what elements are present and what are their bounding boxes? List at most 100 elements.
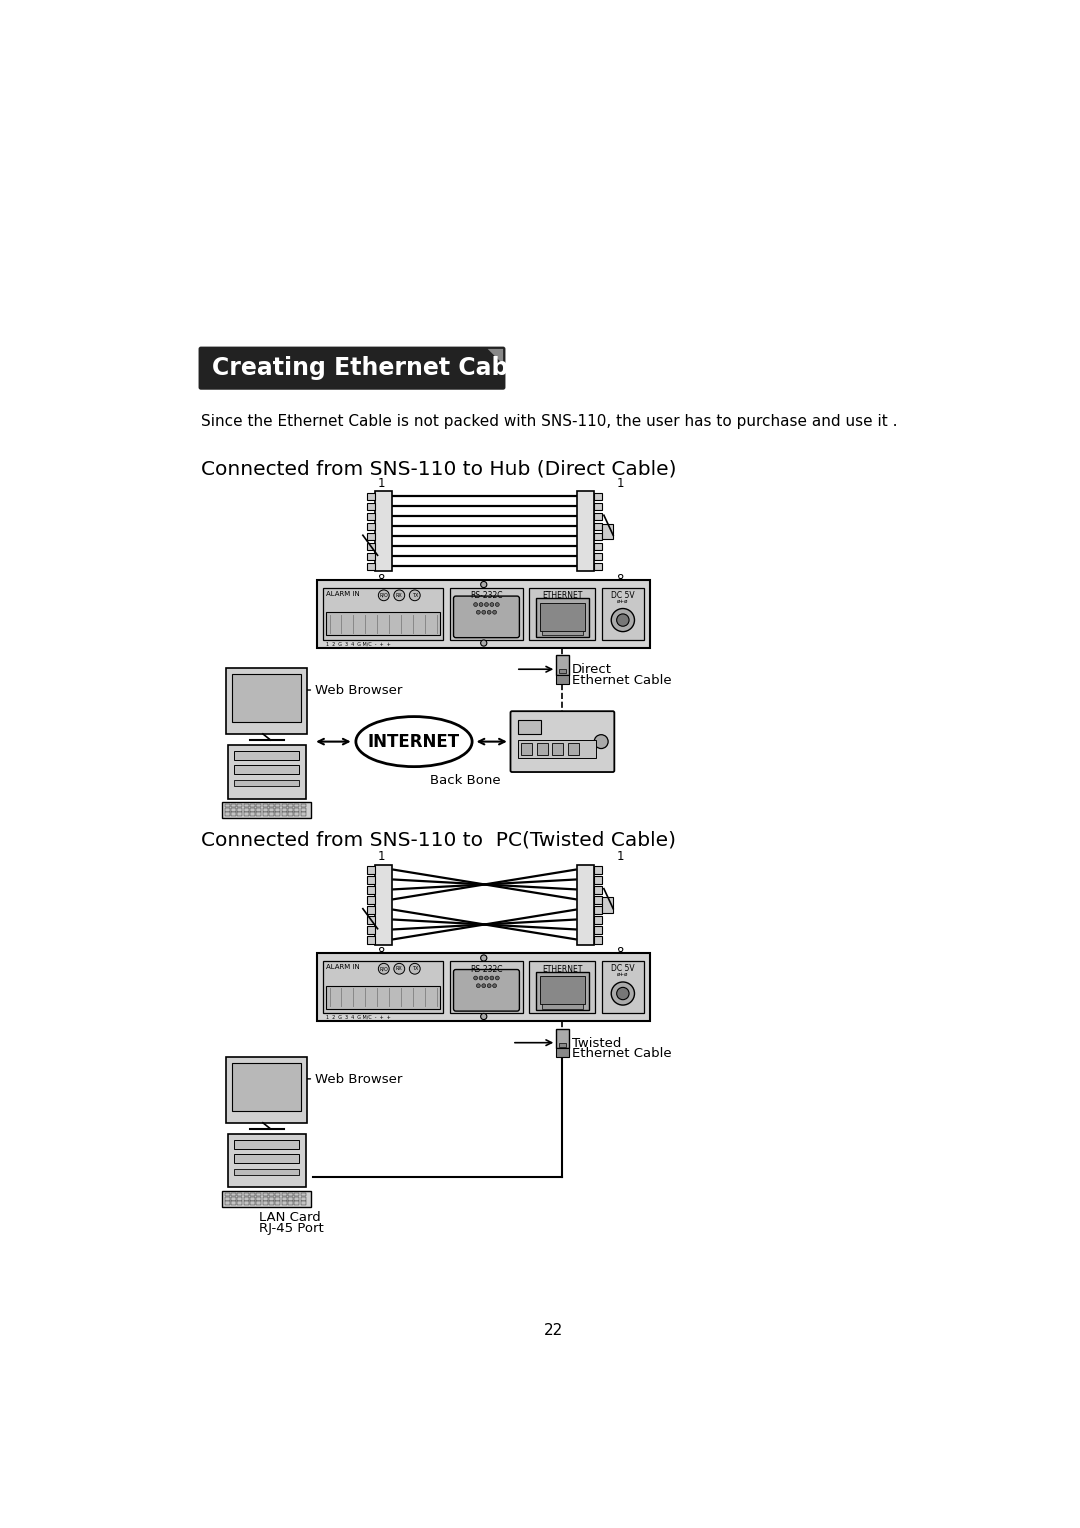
Bar — [269, 804, 274, 807]
Bar — [231, 813, 235, 816]
Bar — [262, 1196, 268, 1201]
Text: HUB: HUB — [580, 712, 609, 726]
Bar — [244, 804, 248, 807]
FancyBboxPatch shape — [454, 970, 519, 1012]
Bar — [300, 808, 306, 811]
Bar — [275, 804, 281, 807]
Text: Web Browser: Web Browser — [314, 685, 402, 697]
Text: Direct: Direct — [571, 663, 611, 675]
Bar — [295, 1196, 299, 1201]
Text: LAN Card: LAN Card — [259, 1210, 321, 1224]
Bar — [288, 804, 293, 807]
Bar — [262, 804, 268, 807]
Circle shape — [476, 984, 481, 987]
Circle shape — [482, 610, 486, 614]
FancyBboxPatch shape — [454, 596, 519, 637]
Bar — [225, 1201, 230, 1204]
Circle shape — [485, 602, 488, 607]
Bar — [577, 865, 594, 944]
Bar — [269, 1196, 274, 1201]
Bar — [603, 524, 613, 539]
Text: 1: 1 — [378, 477, 386, 490]
Text: TX: TX — [411, 593, 418, 597]
Text: DC 5V: DC 5V — [611, 964, 635, 973]
Bar — [262, 808, 268, 811]
Bar — [300, 1193, 306, 1196]
Bar — [288, 813, 293, 816]
Text: Back Bone: Back Bone — [430, 775, 500, 787]
Bar — [228, 744, 306, 799]
Bar — [602, 961, 644, 1013]
Bar — [518, 740, 596, 758]
Bar — [234, 764, 299, 775]
Text: INTERNET: INTERNET — [368, 732, 460, 750]
Bar — [249, 808, 255, 811]
Bar — [300, 804, 306, 807]
Bar — [244, 1196, 248, 1201]
Bar — [249, 813, 255, 816]
Bar — [603, 897, 613, 912]
Bar — [529, 961, 595, 1013]
Bar — [244, 1201, 248, 1204]
Bar — [238, 1201, 242, 1204]
Circle shape — [611, 608, 634, 631]
Text: DC 5V: DC 5V — [611, 591, 635, 599]
Bar — [234, 1154, 299, 1163]
Bar — [537, 743, 548, 755]
Text: Connected from SNS-110 to  PC(Twisted Cable): Connected from SNS-110 to PC(Twisted Cab… — [201, 830, 676, 850]
Bar — [594, 562, 603, 570]
Circle shape — [394, 963, 405, 975]
Circle shape — [496, 976, 499, 979]
Bar — [262, 1193, 268, 1196]
Bar — [256, 808, 261, 811]
Circle shape — [487, 610, 491, 614]
Bar — [295, 804, 299, 807]
Bar — [536, 972, 590, 1010]
Bar — [568, 743, 579, 755]
Bar — [249, 1201, 255, 1204]
Bar — [594, 512, 603, 520]
Bar — [288, 1196, 293, 1201]
Bar — [318, 581, 650, 648]
Circle shape — [482, 984, 486, 987]
Bar — [226, 1057, 308, 1123]
Text: ETHERNET: ETHERNET — [542, 591, 582, 601]
Bar — [594, 553, 603, 561]
Bar — [269, 1193, 274, 1196]
Bar — [594, 926, 603, 934]
Bar — [225, 1196, 230, 1201]
Bar — [269, 808, 274, 811]
Text: RJ - 45: RJ - 45 — [610, 584, 651, 597]
Bar — [367, 533, 375, 541]
Text: 22: 22 — [544, 1323, 563, 1339]
Bar — [295, 808, 299, 811]
Circle shape — [378, 590, 389, 601]
Circle shape — [394, 590, 405, 601]
Bar — [282, 813, 287, 816]
Text: 8: 8 — [617, 946, 623, 960]
Bar — [231, 804, 235, 807]
Bar — [244, 813, 248, 816]
Bar — [367, 937, 375, 944]
Bar — [536, 599, 590, 637]
Text: ø+ø: ø+ø — [617, 599, 629, 604]
Bar — [275, 1193, 281, 1196]
Bar — [256, 1201, 261, 1204]
Bar — [244, 808, 248, 811]
Bar — [275, 1196, 281, 1201]
Circle shape — [378, 963, 389, 975]
Bar — [288, 1201, 293, 1204]
Bar — [282, 808, 287, 811]
Bar — [275, 808, 281, 811]
Circle shape — [617, 614, 629, 626]
Bar — [282, 1196, 287, 1201]
Bar — [288, 808, 293, 811]
Bar — [449, 588, 524, 640]
Bar — [222, 802, 311, 817]
Text: Web Browser: Web Browser — [314, 1073, 402, 1086]
Bar — [594, 866, 603, 874]
Bar — [594, 533, 603, 541]
Text: 1  2  G  3  4  G M/C  -  +  +: 1 2 G 3 4 G M/C - + + — [326, 1015, 391, 1021]
Circle shape — [594, 735, 608, 749]
Bar — [594, 503, 603, 510]
